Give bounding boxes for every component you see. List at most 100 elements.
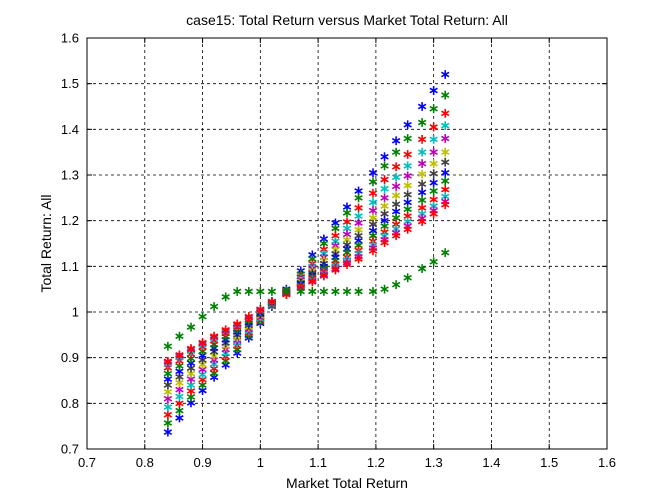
y-tick-label: 0.7 xyxy=(61,442,79,457)
y-tick-label: 1 xyxy=(72,305,79,320)
data-points xyxy=(163,70,450,437)
axis-ticks: 0.7 0.8 0.9 1 1.1 1.2 1.3 1.4 1.5 1.6 0.7 0.8 0.9 1 1.… xyxy=(61,31,616,471)
data-point xyxy=(368,198,378,207)
data-point xyxy=(209,302,219,311)
data-point xyxy=(429,178,438,188)
data-point xyxy=(429,147,438,157)
data-point xyxy=(380,284,389,294)
data-point xyxy=(368,177,378,187)
data-point xyxy=(417,134,427,144)
y-tick-label: 1.3 xyxy=(61,168,79,183)
y-tick-label: 1.5 xyxy=(61,76,79,91)
data-point xyxy=(429,134,438,144)
y-tick-label: 0.8 xyxy=(61,396,79,411)
data-point xyxy=(308,287,317,296)
y-tick-label: 1.4 xyxy=(61,122,79,137)
data-point xyxy=(175,350,184,360)
x-tick-label: 1.3 xyxy=(425,455,443,470)
data-point xyxy=(441,168,450,178)
data-point xyxy=(403,120,412,130)
y-axis-label: Total Return: All xyxy=(38,194,54,292)
data-point xyxy=(417,147,427,157)
y-tick-label: 1.1 xyxy=(61,259,79,274)
data-point xyxy=(429,209,438,219)
data-point xyxy=(441,121,450,131)
data-point xyxy=(267,297,277,306)
data-point xyxy=(403,134,412,143)
data-point xyxy=(417,187,427,197)
data-point xyxy=(429,159,438,168)
data-point xyxy=(429,122,438,132)
data-point xyxy=(331,224,340,233)
data-point xyxy=(368,287,378,296)
data-point xyxy=(441,200,450,210)
data-point xyxy=(403,161,412,171)
data-point xyxy=(417,159,427,168)
y-tick-label: 1.6 xyxy=(61,31,79,46)
data-point xyxy=(354,287,363,296)
data-point xyxy=(186,322,196,332)
y-tick-label: 0.9 xyxy=(61,350,79,365)
data-point xyxy=(368,168,378,178)
data-point xyxy=(163,402,173,412)
data-point xyxy=(175,398,184,408)
data-point xyxy=(163,418,173,428)
data-point xyxy=(198,312,207,321)
data-point xyxy=(256,287,265,296)
data-point xyxy=(163,341,173,351)
data-point xyxy=(441,134,450,143)
data-point xyxy=(417,264,427,274)
data-point xyxy=(163,427,173,437)
data-point xyxy=(221,325,230,335)
data-point xyxy=(354,211,363,221)
x-axis-label: Market Total Return xyxy=(286,475,408,491)
data-point xyxy=(163,394,173,404)
data-point xyxy=(391,199,401,209)
data-point xyxy=(417,118,427,127)
x-tick-label: 1.5 xyxy=(540,455,558,470)
data-point xyxy=(391,191,401,200)
data-point xyxy=(403,190,412,200)
data-point xyxy=(403,198,412,207)
data-point xyxy=(186,344,196,353)
data-point xyxy=(354,218,363,228)
data-point xyxy=(380,238,389,247)
data-point xyxy=(163,387,173,397)
data-point xyxy=(441,90,450,100)
data-point xyxy=(391,147,401,157)
data-point xyxy=(391,231,401,241)
plot-frame xyxy=(86,37,608,450)
data-point xyxy=(233,287,242,296)
x-tick-label: 1.1 xyxy=(309,455,327,470)
data-point xyxy=(331,287,340,296)
series-14 xyxy=(163,248,450,351)
data-point xyxy=(163,356,173,366)
data-point xyxy=(296,287,305,296)
x-tick-label: 1.4 xyxy=(482,455,500,470)
data-point xyxy=(342,287,352,296)
data-point xyxy=(380,184,389,194)
data-point xyxy=(429,104,438,114)
data-point xyxy=(417,217,427,226)
x-tick-label: 0.7 xyxy=(78,455,96,470)
data-point xyxy=(441,70,450,79)
data-point xyxy=(354,203,363,213)
data-point xyxy=(368,246,378,256)
data-point xyxy=(403,273,412,283)
data-point xyxy=(417,102,427,111)
data-point xyxy=(391,136,401,146)
data-point xyxy=(175,413,184,423)
data-point xyxy=(391,172,401,182)
x-tick-label: 0.9 xyxy=(194,455,212,470)
data-point xyxy=(391,182,401,191)
data-point xyxy=(403,181,412,190)
data-point xyxy=(403,204,412,214)
data-point xyxy=(441,157,450,167)
data-point xyxy=(233,319,242,329)
data-point xyxy=(256,304,265,314)
data-point xyxy=(441,108,450,118)
data-point xyxy=(368,206,378,216)
chart-title: case15: Total Return versus Market Total… xyxy=(186,12,508,28)
data-point xyxy=(209,331,219,341)
data-point xyxy=(354,254,363,264)
